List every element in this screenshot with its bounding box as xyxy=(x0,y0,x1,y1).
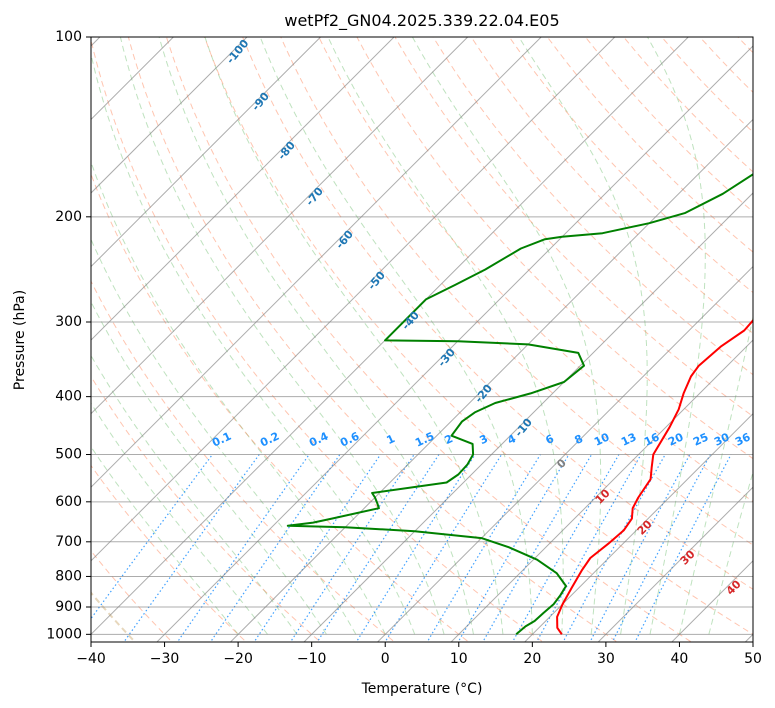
x-tick-label: −20 xyxy=(223,651,253,667)
moist-adiabat xyxy=(91,354,298,635)
moist-adiabat xyxy=(678,314,753,635)
x-tick-label: 20 xyxy=(523,651,541,667)
isotherm xyxy=(450,339,753,642)
chart-title: wetPf2_GN04.2025.339.22.04.E05 xyxy=(284,11,559,31)
y-tick-label: 200 xyxy=(55,209,82,225)
dry-adiabat xyxy=(91,38,544,642)
mixing-ratio-line xyxy=(457,454,570,642)
dry-adiabat xyxy=(508,37,753,294)
y-tick-label: 100 xyxy=(55,29,82,45)
isotherm xyxy=(91,37,469,415)
x-tick-label: −10 xyxy=(297,651,327,667)
mixing-ratio-line xyxy=(123,454,260,642)
x-tick-label: 0 xyxy=(381,651,390,667)
dry-adiabat xyxy=(394,37,753,417)
moist-adiabat xyxy=(119,37,445,635)
mixing-ratio-line xyxy=(289,454,415,642)
x-axis-label: Temperature (°C) xyxy=(361,681,483,697)
x-tick-label: 30 xyxy=(597,651,615,667)
dry-adiabat xyxy=(470,37,753,335)
moist-adiabat xyxy=(647,37,706,635)
x-tick-label: −30 xyxy=(150,651,180,667)
y-tick-label: 600 xyxy=(55,494,82,510)
mixing-ratio-line xyxy=(562,454,666,642)
moist-adiabat xyxy=(204,37,504,635)
dry-adiabat xyxy=(204,37,753,635)
y-axis-label: Pressure (hPa) xyxy=(12,290,28,390)
isotherm xyxy=(376,265,753,642)
isotherm xyxy=(91,37,616,562)
moist-adiabat xyxy=(91,445,239,635)
profile-line-1 xyxy=(286,173,753,636)
moist-adiabat xyxy=(158,37,474,635)
dry-adiabat xyxy=(91,375,322,642)
y-tick-label: 400 xyxy=(55,389,82,405)
y-tick-label: 500 xyxy=(55,447,82,463)
y-tick-label: 900 xyxy=(55,599,82,615)
profile-line-0 xyxy=(556,318,753,635)
dry-adiabat xyxy=(318,37,753,503)
moist-adiabat xyxy=(91,300,327,635)
moist-adiabat xyxy=(91,402,268,635)
dry-adiabat xyxy=(242,37,753,590)
x-tick-label: 50 xyxy=(744,651,762,667)
dry-adiabat xyxy=(127,37,618,642)
isotherm xyxy=(597,486,753,642)
mixing-ratio-line xyxy=(209,454,341,642)
mixing-ratio-line xyxy=(589,454,691,642)
mixing-ratio-label: 13 xyxy=(619,430,638,448)
mixing-ratio-line xyxy=(253,454,381,642)
isotherm xyxy=(229,118,753,642)
mixing-ratio-label: 36 xyxy=(733,430,753,448)
mixing-ratio-line xyxy=(316,454,440,642)
isotherm xyxy=(91,37,322,268)
mixing-ratio-line xyxy=(355,454,476,642)
x-tick-label: 40 xyxy=(671,651,689,667)
y-tick-label: 300 xyxy=(55,314,82,330)
isotherm xyxy=(523,412,753,642)
isotherm xyxy=(156,45,753,642)
moist-adiabat xyxy=(91,238,357,635)
plot-frame xyxy=(90,36,754,643)
moist-adiabat xyxy=(411,37,602,635)
mixing-ratio-line xyxy=(611,454,711,642)
dry-adiabat xyxy=(91,464,247,642)
x-tick-label: −40 xyxy=(76,651,106,667)
y-tick-label: 800 xyxy=(55,568,82,584)
isotherm xyxy=(91,37,248,194)
mixing-ratio-line xyxy=(176,454,310,642)
isotherm xyxy=(91,37,395,341)
mixing-ratio-line xyxy=(91,454,213,620)
moist-adiabat xyxy=(708,470,753,635)
y-tick-label: 1000 xyxy=(46,626,82,642)
mixing-ratio-label: 10 xyxy=(592,430,612,448)
y-tick-label: 700 xyxy=(55,534,82,550)
moist-adiabat xyxy=(259,37,533,635)
mixing-ratio-label: 16 xyxy=(642,430,662,448)
mixing-ratio-label: 20 xyxy=(666,430,686,448)
mixing-ratio-label: 30 xyxy=(712,430,732,448)
mixing-ratio-line xyxy=(384,454,503,642)
dry-adiabat xyxy=(91,172,470,642)
dry-adiabat xyxy=(91,280,396,642)
dry-adiabat xyxy=(432,37,753,376)
mixing-ratio-label: 25 xyxy=(691,430,710,448)
isotherm xyxy=(303,192,753,642)
dry-adiabat xyxy=(661,37,753,133)
moist-adiabat xyxy=(91,160,386,635)
dry-adiabat xyxy=(280,37,753,546)
moist-adiabat xyxy=(91,52,416,635)
isotherm xyxy=(91,37,542,488)
dry-adiabat xyxy=(622,37,753,173)
moist-adiabat xyxy=(518,37,648,635)
x-tick-label: 10 xyxy=(450,651,468,667)
